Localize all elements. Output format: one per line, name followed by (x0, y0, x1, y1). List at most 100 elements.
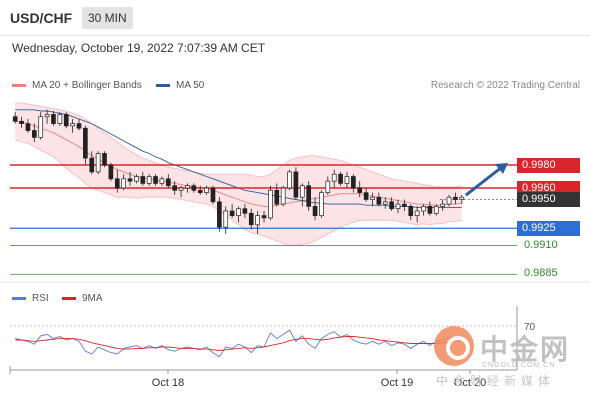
candle-body-up (146, 176, 152, 184)
candle (121, 174, 126, 191)
candle-body-down (389, 201, 394, 210)
candle (197, 185, 203, 195)
candle (44, 109, 50, 124)
bollinger-legend-swatch (12, 84, 26, 87)
candle-body-up (255, 215, 260, 226)
candle (19, 116, 24, 129)
candle (306, 181, 312, 211)
candle (261, 211, 267, 223)
candle-body-up (414, 210, 420, 216)
candle (338, 171, 343, 186)
candle (274, 183, 280, 207)
candle (185, 183, 190, 193)
candle (248, 208, 254, 230)
candle-body-down (363, 192, 369, 200)
ma50-legend-swatch (156, 84, 170, 87)
rsi-level-label: 70 (524, 322, 536, 333)
candle-body-down (140, 176, 146, 184)
chart-header: USD/CHF 30 MIN (0, 0, 590, 36)
candle (370, 192, 375, 207)
candle-body-up (95, 153, 101, 173)
bollinger-legend: MA 20 + Bollinger Bands (12, 80, 142, 91)
candle-body-down (351, 176, 356, 189)
candle-body-down (76, 123, 82, 129)
candle (319, 190, 324, 218)
research-credit: Research © 2022 Trading Central (430, 80, 580, 91)
candle (57, 112, 63, 126)
resistance-level-label: 0.9980 (517, 157, 580, 173)
candle (293, 167, 299, 200)
candle (446, 194, 452, 207)
candle-body-up (280, 187, 286, 205)
candle-body-down (376, 196, 382, 205)
ma50-legend: MA 50 (156, 80, 204, 91)
candle-body-down (25, 123, 31, 131)
candle (217, 197, 222, 232)
forecast-arrow-shaft (464, 165, 503, 197)
candle (280, 185, 286, 207)
candle (299, 183, 305, 207)
x-tick-label: Oct 18 (152, 377, 184, 389)
candle (351, 174, 356, 193)
rsi-legend-swatch (12, 297, 26, 300)
candle (242, 204, 248, 218)
candle-body-down (127, 178, 133, 182)
candle (433, 204, 439, 216)
candle (459, 194, 465, 205)
watermark-url: CNGOLD.COM.CN (482, 362, 556, 369)
candle-body-down (191, 185, 197, 191)
candle (172, 181, 178, 195)
candle (165, 174, 171, 188)
candle (325, 176, 331, 195)
candle-body-up (299, 185, 305, 198)
candle-body-up (382, 201, 388, 205)
candle-body-up (319, 192, 324, 216)
candle-body-down (248, 212, 254, 226)
candle (312, 197, 318, 221)
time-axis: Oct 18 Oct 19 Oct 20 (152, 370, 486, 389)
ma9-legend: 9MA (62, 293, 103, 304)
candle-body-down (217, 201, 222, 228)
chart-datetime: Wednesday, October 19, 2022 7:07:39 AM C… (12, 41, 266, 55)
pivot-level-label: 0.9925 (517, 220, 580, 236)
candle-body-down (210, 187, 216, 203)
candle (89, 151, 95, 175)
candle (83, 125, 88, 165)
candle-body-up (70, 123, 75, 127)
bollinger-legend-label: MA 20 + Bollinger Bands (32, 80, 142, 91)
candle-body-down (153, 176, 158, 184)
candle (153, 174, 158, 186)
support-level-label: 0.9885 (524, 267, 558, 280)
x-tick-label: Oct 19 (381, 377, 413, 389)
candle (421, 204, 426, 216)
candle-body-down (32, 130, 37, 138)
candle-body-down (453, 196, 458, 200)
candle-body-down (165, 178, 171, 187)
watermark-subtitle: 中金财经新媒体 (436, 374, 556, 388)
candle-body-up (395, 203, 401, 210)
candle-body-down (242, 208, 248, 214)
rsi-layer: 70 (15, 322, 536, 358)
candle (255, 211, 260, 234)
candle-body-up (440, 203, 445, 207)
candle (408, 204, 414, 221)
ma20-line (15, 120, 462, 207)
candle-body-down (108, 164, 114, 180)
candle-body-up (236, 208, 241, 216)
candle (38, 112, 44, 140)
candle-body-down (63, 114, 69, 127)
candle-body-up (331, 173, 337, 182)
watermark-brand: 中金网 (480, 333, 571, 366)
candle-body-up (185, 185, 190, 189)
timeframe-button[interactable]: 30 MIN (82, 7, 133, 29)
candle-body-down (172, 185, 178, 191)
candle-body-up (121, 178, 126, 189)
candle (108, 162, 114, 182)
candle-body-down (229, 210, 235, 216)
bollinger-upper-line (15, 102, 462, 188)
candle-body-up (459, 196, 465, 200)
candle (63, 112, 69, 129)
candle (32, 123, 37, 142)
candle-body-down (312, 206, 318, 216)
